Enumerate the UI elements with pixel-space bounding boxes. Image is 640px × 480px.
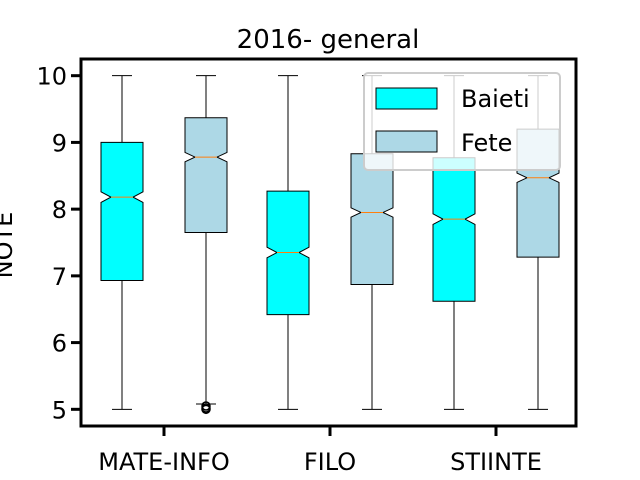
box-group [100, 75, 560, 415]
y-tick-label: 6 [52, 330, 67, 358]
x-axis: MATE-INFO FILO STIINTE [98, 426, 542, 476]
box-fete-mate-info [184, 75, 228, 415]
box-body [432, 157, 476, 302]
box-body [184, 117, 228, 233]
y-axis-label: NOTE [0, 212, 18, 279]
legend-label-fete: Fete [461, 129, 512, 157]
box-body [100, 141, 144, 282]
legend: Baieti Fete [363, 72, 561, 171]
x-tick-label: FILO [304, 448, 356, 476]
y-axis: 5 6 7 8 9 10 [36, 63, 81, 424]
box-body [350, 153, 394, 286]
box-baieti-mate-info [100, 75, 144, 410]
legend-label-baieti: Baieti [461, 85, 530, 113]
box-baieti-filo [266, 75, 310, 410]
legend-swatch-fete [375, 130, 438, 153]
legend-swatch-baieti [375, 87, 438, 110]
y-tick-label: 5 [52, 396, 67, 424]
y-tick-label: 8 [52, 196, 67, 224]
y-tick-label: 10 [36, 63, 67, 91]
chart-title: 2016- general [237, 25, 420, 55]
x-tick-label: MATE-INFO [98, 448, 229, 476]
y-tick-label: 9 [52, 129, 67, 157]
y-tick-label: 7 [52, 263, 67, 291]
outlier-point [201, 401, 211, 411]
x-tick-label: STIINTE [450, 448, 542, 476]
